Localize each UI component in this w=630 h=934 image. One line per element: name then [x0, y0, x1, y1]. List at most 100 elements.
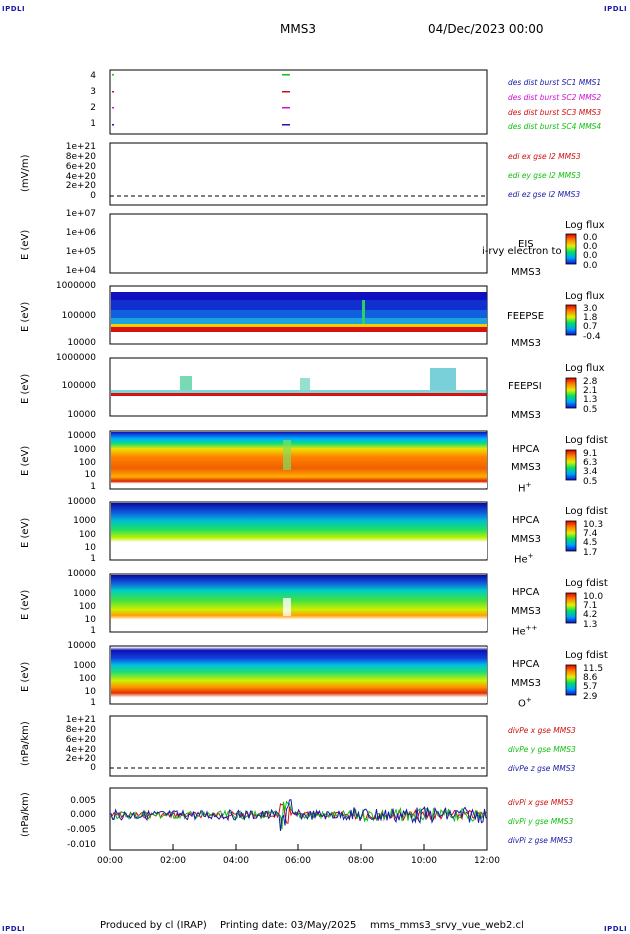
- p9-ytick-4: 1: [90, 698, 96, 708]
- spectrogram-feepse: [111, 292, 487, 332]
- p3-ylabel: E (eV): [20, 229, 31, 260]
- panel-frames: [109, 69, 488, 851]
- p7-colorbar-title: Log fdist: [565, 506, 608, 517]
- p8-colorbar-title: Log fdist: [565, 578, 608, 589]
- p4-colorbar-title: Log flux: [565, 291, 605, 302]
- burst-mark-sc2-b: [282, 107, 290, 109]
- p11-legend-z: divPi z gse MMS3: [508, 836, 573, 845]
- p8-ytick-4: 1: [90, 626, 96, 636]
- p11-ytick-0: 0.005: [70, 796, 96, 806]
- p8-species: He++: [512, 624, 537, 637]
- p8-ytick-2: 100: [78, 602, 96, 612]
- p4-cb-val-2: 0.7: [583, 322, 598, 332]
- p5-cb-val-2: 1.3: [583, 395, 598, 405]
- p9-species-name: O: [518, 698, 526, 710]
- xtick-label-0600: 06:00: [285, 856, 311, 866]
- corner-label-bottom-right: IPDLI: [604, 925, 628, 933]
- p5-ytick-1: 100000: [61, 381, 96, 391]
- p6-cb-val-3: 0.5: [583, 477, 598, 487]
- p3-cb-val-1: 0.0: [583, 242, 598, 252]
- divpi-series-y: [110, 800, 487, 830]
- p10-ylabel: (nPa/km): [20, 721, 31, 766]
- p3-instrument: EIS: [518, 239, 534, 250]
- p9-spacecraft: MMS3: [511, 678, 541, 689]
- p4-ylabel: E (eV): [20, 301, 31, 332]
- p10-ytick-3: 4e+20: [65, 745, 96, 755]
- p11-legend-y: divPi y gse MMS3: [508, 817, 574, 826]
- p1-legend-sc1: des dist burst SC1 MMS1: [508, 78, 602, 87]
- p3-ytick-2: 1e+05: [65, 247, 96, 257]
- p8-ylabel: E (eV): [20, 589, 31, 620]
- p1-legend-sc4: des dist burst SC4 MMS4: [508, 122, 602, 131]
- spacecraft-title: MMS3: [280, 22, 316, 36]
- spectrogram-feepsi: [111, 368, 487, 396]
- p6-colorbar-title: Log fdist: [565, 435, 608, 446]
- p4-spacecraft: MMS3: [511, 338, 541, 349]
- p7-species-charge: +: [527, 552, 534, 560]
- feepse-band-top: [111, 292, 487, 300]
- feepse-spike: [362, 300, 365, 324]
- p7-ytick-2: 100: [78, 530, 96, 540]
- p4-instrument: FEEPSE: [507, 311, 545, 322]
- p6-cb-val-0: 9.1: [583, 449, 598, 459]
- p1-legend-sc3: des dist burst SC3 MMS3: [508, 108, 602, 117]
- x-axis-ticks: [109, 844, 488, 850]
- p2-legend-ey: edi ey gse l2 MMS3: [508, 171, 581, 180]
- panel-frame-5: [109, 357, 488, 417]
- p1-ytick-3: 3: [90, 87, 96, 97]
- p6-ytick-0: 10000: [67, 431, 96, 441]
- xtick-label-0400: 04:00: [223, 856, 249, 866]
- p8-cb-val-1: 7.1: [583, 601, 598, 611]
- xtick-label-1200: 12:00: [474, 856, 500, 866]
- p11-ytick-2: -0.005: [66, 825, 96, 835]
- p3-cb-val-2: 0.0: [583, 251, 598, 261]
- burst-mark-sc4-a: [112, 74, 114, 76]
- p10-ytick-1: 8e+20: [65, 725, 96, 735]
- divpi-traces: [110, 799, 487, 832]
- p9-ytick-0: 10000: [67, 641, 96, 651]
- xtick-label-0000: 00:00: [97, 856, 123, 866]
- datetime-title: 04/Dec/2023 00:00: [428, 22, 544, 36]
- p4-cb-val-3: -0.4: [583, 332, 601, 342]
- panel-frame-1: [109, 69, 488, 135]
- footer-printing-date: Printing date: 03/May/2025: [220, 920, 357, 931]
- p4-cb-val-0: 3.0: [583, 304, 598, 314]
- spectrogram-hpca-h: [111, 432, 487, 488]
- p9-ytick-3: 10: [84, 687, 96, 697]
- p3-spacecraft: MMS3: [511, 267, 541, 278]
- p7-cb-val-2: 4.5: [583, 538, 598, 548]
- p3-ytick-0: 1e+07: [65, 209, 96, 219]
- p2-ylabel: (mV/m): [20, 154, 31, 193]
- footer-produced-by: Produced by cl (IRAP): [100, 920, 207, 931]
- p7-species-name: He: [514, 554, 528, 566]
- p9-ytick-2: 100: [78, 674, 96, 684]
- p5-ytick-2: 10000: [67, 410, 96, 420]
- colorbar-hpca-h: [565, 449, 577, 481]
- panel-frame-2: [109, 142, 488, 206]
- hpca-he2-gap: [283, 598, 291, 616]
- feepse-band-upper: [111, 300, 487, 310]
- p7-cb-val-1: 7.4: [583, 529, 598, 539]
- p2-ytick-3: 4e+20: [65, 172, 96, 182]
- feepsi-patch-c: [300, 378, 310, 390]
- p3-cb-val-0: 0.0: [583, 233, 598, 243]
- p8-ytick-3: 10: [84, 615, 96, 625]
- p2-legend-ex: edi ex gse l2 MMS3: [508, 152, 581, 161]
- footer-filename: mms_mms3_srvy_vue_web2.cl: [370, 920, 524, 931]
- p11-legend-x: divPi x gse MMS3: [508, 798, 574, 807]
- feepsi-patch-b: [430, 368, 456, 390]
- p10-ytick-5: 0: [90, 763, 96, 773]
- p7-ylabel: E (eV): [20, 517, 31, 548]
- panel-frame-10: [109, 715, 488, 777]
- burst-mark-sc3-a: [112, 91, 114, 93]
- p6-ytick-3: 10: [84, 470, 96, 480]
- p9-ytick-1: 1000: [73, 661, 96, 671]
- feepse-band-yellow: [111, 324, 487, 327]
- spectrogram-hpca-o: [111, 647, 487, 703]
- p1-ytick-4: 4: [90, 71, 96, 81]
- p8-cb-val-3: 1.3: [583, 620, 598, 630]
- panel-frame-3: [109, 213, 488, 274]
- p2-legend-ez: edi ez gse l2 MMS3: [508, 190, 581, 199]
- corner-label-top-left: IPDLI: [2, 5, 26, 13]
- p10-legend-z: divPe z gse MMS3: [508, 764, 576, 773]
